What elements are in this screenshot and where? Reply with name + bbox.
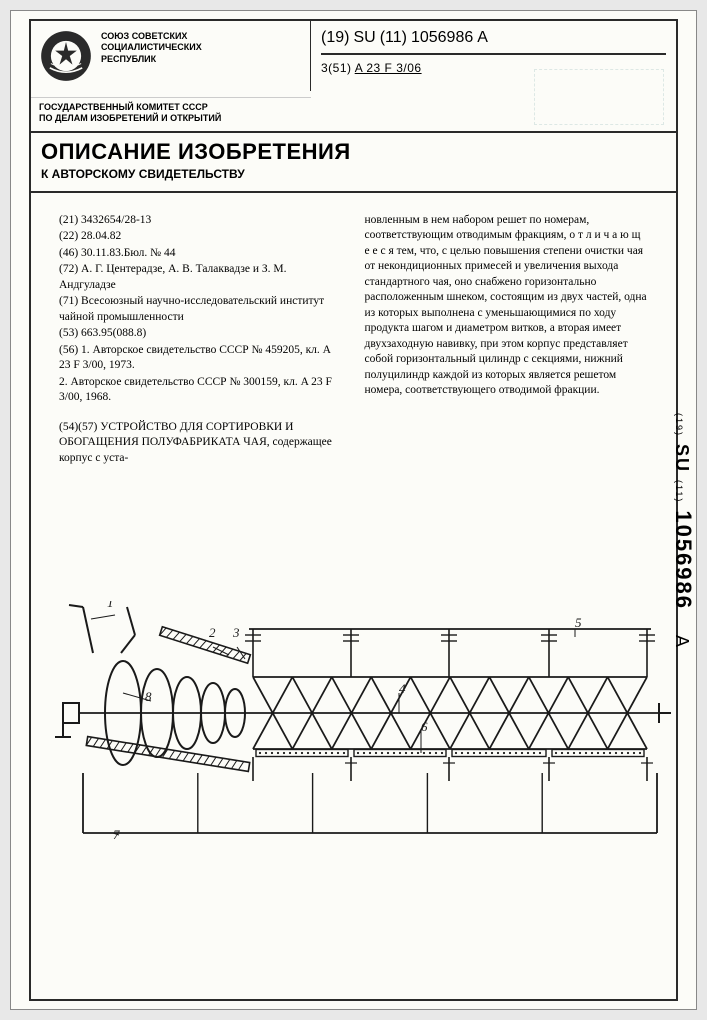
- patent-page: СОЮЗ СОВЕТСКИХ СОЦИАЛИСТИЧЕСКИХ РЕСПУБЛИ…: [10, 10, 697, 1010]
- field-71: (71) Всесоюзный научно-исследовательский…: [59, 294, 343, 325]
- side-code-19: (19): [674, 413, 684, 437]
- ipc-code: A 23 F 3/06: [355, 61, 422, 75]
- field-72: (72) А. Г. Центерадзе, А. В. Талаквадзе …: [59, 262, 343, 293]
- svg-text:4: 4: [399, 681, 406, 696]
- content-frame: СОЮЗ СОВЕТСКИХ СОЦИАЛИСТИЧЕСКИХ РЕСПУБЛИ…: [29, 19, 678, 1001]
- side-number: 1056986: [671, 510, 696, 610]
- field-54-57: (54)(57) УСТРОЙСТВО ДЛЯ СОРТИРОВКИ И ОБО…: [59, 420, 343, 467]
- pub-suffix: A: [477, 29, 488, 47]
- svg-text:2: 2: [209, 625, 216, 640]
- code-19: (19): [321, 29, 349, 47]
- field-56a: (56) 1. Авторское свидетельство СССР № 4…: [59, 343, 343, 374]
- body-columns: (21) 3432654/28-13 (22) 28.04.82 (46) 30…: [31, 193, 676, 476]
- code-11: (11): [380, 29, 407, 47]
- field-21: (21) 3432654/28-13: [59, 213, 343, 229]
- field-22: (22) 28.04.82: [59, 229, 343, 245]
- svg-text:5: 5: [575, 615, 582, 630]
- document-title: ОПИСАНИЕ ИЗОБРЕТЕНИЯ: [41, 139, 666, 165]
- publication-block: (19) SU (11) 1056986 A 3(51) A 23 F 3/06: [311, 21, 676, 131]
- pub-country: SU: [353, 29, 375, 47]
- side-publication-label: (19) SU (11) 1056986 A: [668, 381, 697, 681]
- abstract-continuation: новленным в нем набором решет по номерам…: [365, 213, 649, 399]
- svg-text:8: 8: [145, 689, 152, 704]
- svg-text:7: 7: [113, 827, 120, 842]
- publication-number: (19) SU (11) 1056986 A: [321, 29, 666, 55]
- figure-svg: 1 2 3 4 5 6 7 8: [43, 601, 683, 851]
- side-suffix: A: [672, 635, 692, 649]
- right-column: новленным в нем набором решет по номерам…: [365, 213, 649, 468]
- svg-text:1: 1: [107, 601, 114, 610]
- side-code-11: (11): [674, 480, 684, 503]
- svg-text:3: 3: [232, 625, 240, 640]
- field-53: (53) 663.95(088.8): [59, 326, 343, 342]
- ussr-emblem-icon: [39, 29, 93, 83]
- header: СОЮЗ СОВЕТСКИХ СОЦИАЛИСТИЧЕСКИХ РЕСПУБЛИ…: [31, 21, 676, 133]
- ipc-prefix: 3(51): [321, 61, 352, 75]
- committee-name: ГОСУДАРСТВЕННЫЙ КОМИТЕТ СССР ПО ДЕЛАМ ИЗ…: [31, 97, 311, 131]
- figure: 1 2 3 4 5 6 7 8: [43, 601, 664, 861]
- side-country: SU: [672, 444, 692, 473]
- left-column: (21) 3432654/28-13 (22) 28.04.82 (46) 30…: [59, 213, 343, 468]
- union-name: СОЮЗ СОВЕТСКИХ СОЦИАЛИСТИЧЕСКИХ РЕСПУБЛИ…: [101, 29, 202, 83]
- library-stamp: [534, 69, 664, 125]
- issuer-block: СОЮЗ СОВЕТСКИХ СОЦИАЛИСТИЧЕСКИХ РЕСПУБЛИ…: [31, 21, 311, 91]
- pub-number: 1056986: [411, 29, 473, 47]
- document-subtitle: К АВТОРСКОМУ СВИДЕТЕЛЬСТВУ: [41, 167, 666, 181]
- title-block: ОПИСАНИЕ ИЗОБРЕТЕНИЯ К АВТОРСКОМУ СВИДЕТ…: [31, 133, 676, 193]
- svg-text:6: 6: [421, 719, 428, 734]
- field-56b: 2. Авторское свидетельство СССР № 300159…: [59, 375, 343, 406]
- header-left-block: СОЮЗ СОВЕТСКИХ СОЦИАЛИСТИЧЕСКИХ РЕСПУБЛИ…: [31, 21, 311, 131]
- field-46: (46) 30.11.83.Бюл. № 44: [59, 246, 343, 262]
